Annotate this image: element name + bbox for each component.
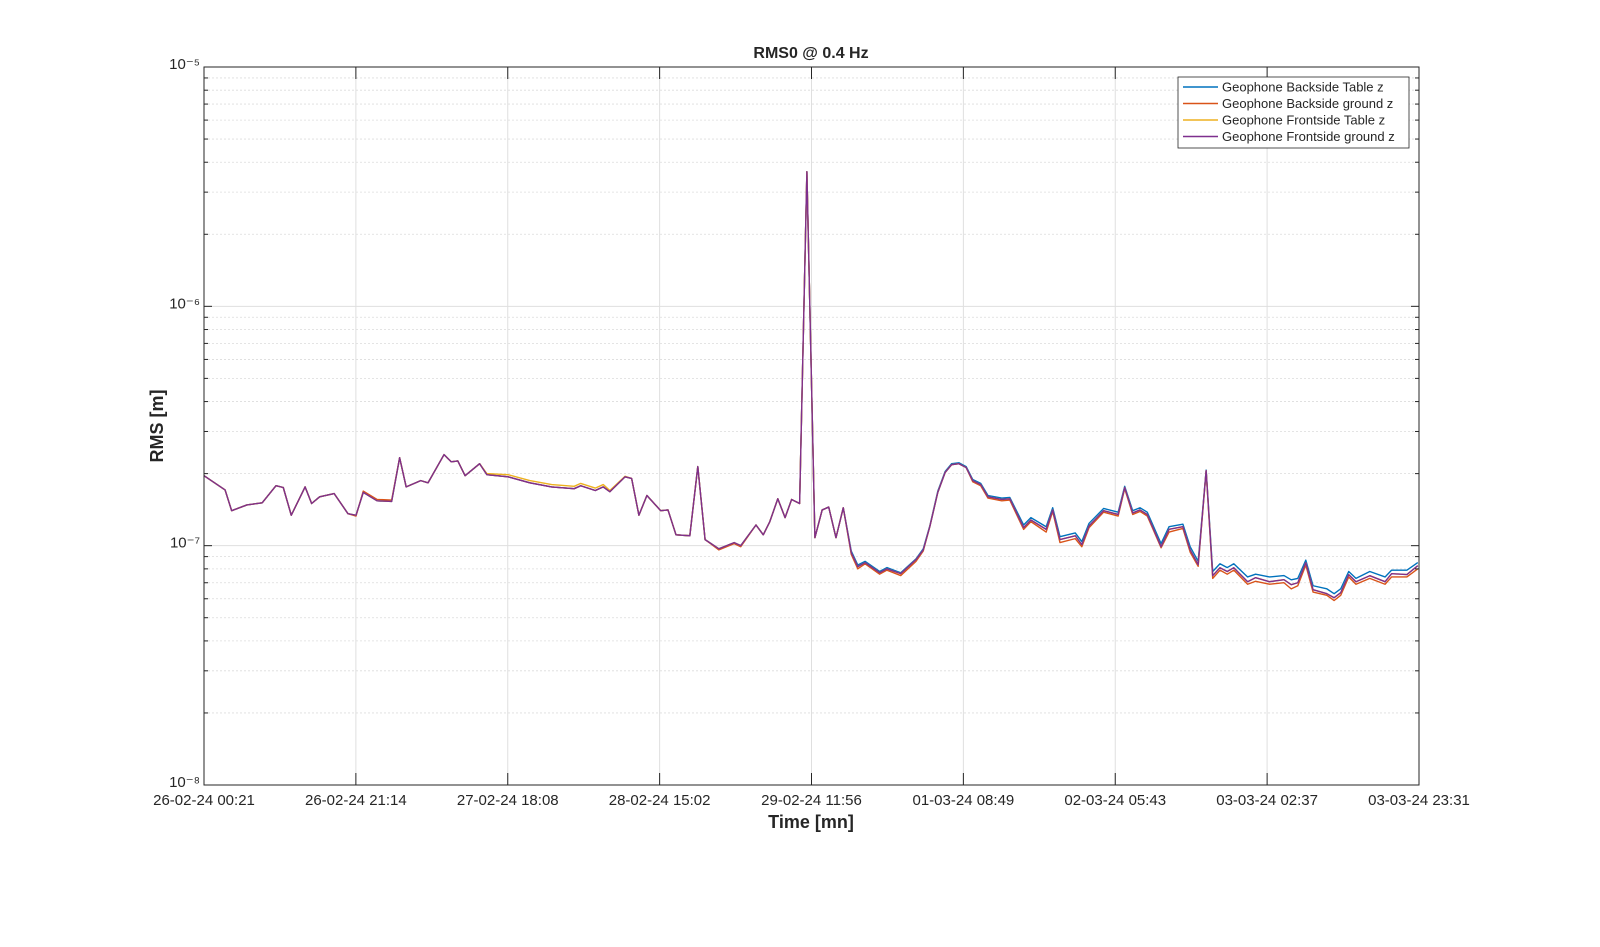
legend-label: Geophone Frontside Table z [1222, 113, 1385, 128]
legend-label: Geophone Backside ground z [1222, 96, 1393, 111]
x-tick-label: 26-02-24 00:21 [153, 792, 255, 809]
series-line [203, 171, 1419, 599]
lines [203, 171, 1419, 602]
y-axis-label: RMS [m] [147, 390, 167, 463]
x-tick-label: 29-02-24 11:56 [761, 792, 862, 809]
y-tick-label: 10⁻⁵ [169, 56, 200, 73]
x-tick-label: 03-03-24 23:31 [1368, 792, 1470, 809]
ticks: 10⁻⁸ 10⁻⁷ 10⁻⁶ 10⁻⁵ 26-02-24 00:21 26-02-24 2… [153, 56, 1470, 809]
x-tick-label: 02-03-24 05:43 [1064, 792, 1166, 809]
x-tick-label: 28-02-24 15:02 [609, 792, 711, 809]
y-tick-label: 10⁻⁶ [169, 295, 200, 312]
y-tick-label: 10⁻⁸ [169, 774, 200, 791]
x-axis-label: Time [mn] [768, 812, 854, 832]
x-tick-label: 01-03-24 08:49 [913, 792, 1015, 809]
x-tick-label: 27-02-24 18:08 [457, 792, 559, 809]
x-tick-label: 03-03-24 02:37 [1216, 792, 1318, 809]
x-tick-label: 26-02-24 21:14 [305, 792, 407, 809]
chart-title: RMS0 @ 0.4 Hz [753, 45, 868, 62]
y-tick-label: 10⁻⁷ [170, 535, 200, 552]
legend-label: Geophone Backside Table z [1222, 80, 1384, 95]
legend-label: Geophone Frontside ground z [1222, 129, 1395, 144]
